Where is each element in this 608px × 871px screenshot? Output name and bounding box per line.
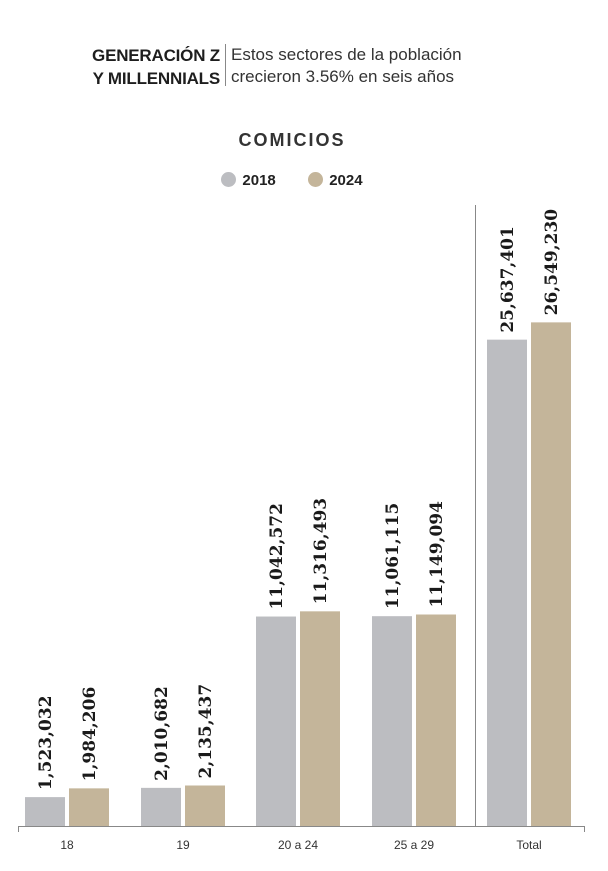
chart-legend: 2018 2024 (0, 172, 584, 194)
bar-2018-3 (372, 616, 412, 826)
bar-2024-2 (300, 611, 340, 826)
x-tick-label-0: 18 (60, 838, 74, 852)
bar-2024-0 (69, 788, 109, 826)
data-label-2018-1: 2,010,682 (152, 686, 172, 781)
x-tick-label-1: 19 (176, 838, 190, 852)
data-label-2018-0: 1,523,032 (36, 695, 56, 790)
x-tick-label-4: Total (516, 838, 541, 852)
legend-label-2024: 2024 (329, 172, 363, 190)
bar-2018-2 (256, 616, 296, 826)
data-label-2018-2: 11,042,572 (267, 503, 287, 609)
bar-2018-0 (25, 797, 65, 826)
legend-label-2018: 2018 (242, 172, 276, 190)
bar-2024-4 (531, 322, 571, 826)
data-label-2024-3: 11,149,094 (427, 501, 447, 608)
bar-2024-1 (185, 785, 225, 826)
data-label-2024-2: 11,316,493 (311, 498, 331, 604)
legend-item-2024: 2024 (308, 172, 363, 190)
data-label-2018-3: 11,061,115 (383, 503, 403, 609)
header-description: Estos sectores de la población crecieron… (231, 44, 462, 88)
header-title-line1: GENERACIÓN Z (92, 46, 220, 65)
x-tick-label-3: 25 a 29 (394, 838, 434, 852)
data-label-2024-4: 26,549,230 (542, 209, 562, 316)
header-desc-line1: Estos sectores de la población (231, 45, 462, 64)
header-title: GENERACIÓN Z Y MILLENNIALS (92, 44, 220, 90)
chart-title: COMICIOS (238, 130, 346, 150)
header: GENERACIÓN Z Y MILLENNIALS Estos sectore… (0, 42, 608, 92)
legend-swatch-2018 (221, 172, 237, 188)
header-divider (225, 44, 226, 86)
bar-2018-1 (141, 787, 181, 826)
data-label-2024-1: 2,135,437 (196, 684, 216, 779)
legend-swatch-2024 (308, 172, 324, 188)
legend-item-2018: 2018 (221, 172, 276, 190)
header-title-line2: Y MILLENNIALS (92, 69, 221, 88)
data-label-2018-4: 25,637,401 (498, 226, 518, 332)
data-label-2024-0: 1,984,206 (80, 687, 100, 782)
bar-2018-4 (487, 339, 527, 826)
header-desc-line2: crecieron 3.56% en seis años (231, 67, 455, 86)
bar-2024-3 (416, 614, 456, 826)
x-tick-label-2: 20 a 24 (278, 838, 318, 852)
